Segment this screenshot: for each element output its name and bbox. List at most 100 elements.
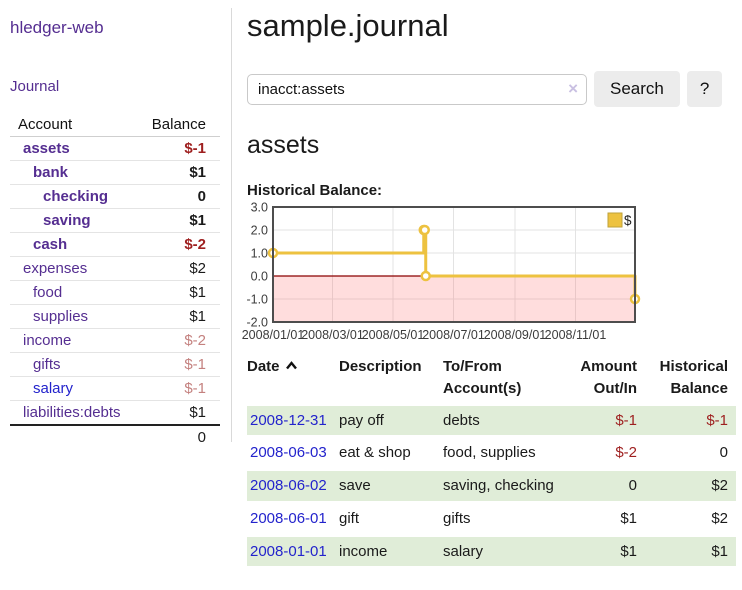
x-axis-tick-label: 2008/09/01: [484, 328, 547, 342]
chart-canvas[interactable]: $3.0 2.0 1.0 0.0 -1.0 -2.02008/01/012008/03/0…: [242, 201, 742, 347]
legend-swatch-icon: [607, 212, 623, 228]
search-button[interactable]: Search: [594, 71, 680, 107]
register-accounts-cell: salary: [443, 536, 563, 567]
account-balance: $-1: [139, 136, 220, 161]
transaction-date-link[interactable]: 2008-01-01: [250, 542, 327, 560]
account-balance: $1: [139, 400, 220, 426]
register-description-cell: save: [339, 471, 443, 501]
x-axis-tick-label: 2008/07/01: [422, 328, 485, 342]
account-balance: $-2: [139, 328, 220, 353]
register-amount-cell: $1: [563, 536, 645, 567]
sidebar: hledger-web Journal Account Balance asse…: [0, 8, 232, 449]
page-title: sample.journal: [247, 8, 449, 43]
transaction-date-link[interactable]: 2008-06-03: [250, 444, 327, 462]
y-axis-tick-label: 2.0: [251, 224, 268, 238]
register-date-cell: 2008-06-03: [247, 438, 339, 468]
register-header-line1: Amount: [580, 358, 637, 375]
sidebar-item-journal[interactable]: Journal: [10, 78, 60, 95]
account-balance: 0: [139, 184, 220, 209]
account-cell: saving: [10, 208, 140, 233]
account-cell: liabilities:debts: [10, 400, 140, 426]
account-cell: gifts: [10, 352, 140, 377]
account-row: income $-2: [10, 328, 220, 353]
transaction-date-link[interactable]: 2008-06-01: [250, 509, 327, 527]
register-amount-cell: $-2: [615, 444, 637, 462]
register-balance-cell: $1: [645, 536, 736, 567]
register-header-date[interactable]: Date: [247, 356, 339, 403]
account-row: food $1: [10, 280, 220, 305]
help-button[interactable]: ?: [686, 71, 723, 107]
x-axis-tick-label: 2008/11/01: [545, 328, 607, 342]
register-header-line1: Description: [339, 358, 422, 375]
account-cell: supplies: [10, 304, 140, 329]
account-balance: $1: [139, 280, 220, 305]
account-cell: assets: [10, 136, 140, 161]
historical-balance-chart[interactable]: $3.0 2.0 1.0 0.0 -1.0 -2.0 2008/01/01 2008/03/0…: [242, 201, 742, 347]
register-header-line2: Account(s): [443, 379, 522, 397]
accounts-total-value: 0: [139, 424, 220, 449]
account-link[interactable]: bank: [33, 164, 69, 181]
register-description-cell: gift: [339, 509, 360, 527]
register-table: Date Description To/From Account(s) Amount Ou…: [247, 353, 736, 569]
chart-title: Historical Balance:: [247, 182, 383, 199]
account-link[interactable]: food: [33, 284, 63, 301]
data-point-marker[interactable]: [420, 270, 431, 282]
register-date-cell: 2008-01-01: [247, 536, 339, 567]
account-heading: assets: [247, 131, 320, 159]
transaction-date-link[interactable]: 2008-06-02: [250, 477, 327, 494]
account-link[interactable]: expenses: [23, 260, 88, 277]
register-description-cell: pay off: [339, 405, 443, 436]
account-balance: $1: [139, 160, 220, 185]
y-axis-tick-label: -1.0: [246, 293, 268, 307]
x-axis-tick-label: 2008/01/01: [242, 328, 305, 342]
register-date-cell: 2008-12-31: [247, 405, 339, 436]
account-link[interactable]: liabilities:debts: [23, 404, 121, 421]
clear-search-icon[interactable]: ×: [568, 78, 578, 98]
app-title-link[interactable]: hledger-web: [10, 18, 104, 37]
account-cell: bank: [10, 160, 140, 185]
account-cell: expenses: [10, 256, 140, 281]
register-description-cell: income: [339, 536, 443, 567]
accounts-total-spacer: [10, 424, 140, 449]
negative-region-shading: [274, 276, 634, 321]
account-cell: checking: [10, 184, 140, 209]
account-row: salary $-1: [10, 376, 220, 401]
account-cell: salary: [10, 376, 140, 401]
register-header-line1: Historical: [659, 358, 728, 375]
account-cell: cash: [10, 232, 140, 257]
register-date-cell: 2008-06-01: [247, 504, 339, 534]
legend-label: $: [624, 213, 632, 228]
y-axis-tick-label: -2.0: [246, 316, 268, 330]
register-balance-cell: $2: [645, 471, 736, 501]
register-header-line2: Balance: [670, 379, 728, 397]
account-link[interactable]: assets: [23, 140, 70, 157]
account-link[interactable]: supplies: [33, 308, 89, 325]
register-header-historical: Historical Balance: [645, 356, 736, 403]
account-row: cash $-2: [10, 232, 220, 257]
search-input[interactable]: [247, 73, 587, 105]
account-row: expenses $2: [10, 256, 220, 281]
account-link[interactable]: checking: [43, 188, 109, 205]
account-link[interactable]: cash: [33, 236, 68, 253]
y-axis-tick-label: 3.0: [251, 201, 268, 215]
data-point-marker[interactable]: [419, 224, 430, 236]
register-balance-cell: 0: [719, 444, 728, 462]
register-header-amount: Amount Out/In: [563, 356, 645, 403]
account-link[interactable]: salary: [33, 380, 74, 397]
account-link[interactable]: income: [23, 332, 72, 349]
register-header-line2: Out/In: [593, 379, 637, 397]
x-axis-tick-label: 2008/03/01: [301, 328, 364, 342]
register-row: 2008-06-01 gift gifts $1 $2: [247, 504, 736, 534]
accounts-header-row: Account Balance: [10, 113, 220, 137]
register-description-cell: eat & shop: [339, 444, 411, 462]
account-link[interactable]: saving: [43, 212, 91, 229]
register-amount-cell: $1: [620, 509, 637, 527]
sort-asc-icon: [285, 361, 297, 370]
register-balance-cell: $2: [711, 509, 728, 527]
register-accounts-cell: debts: [443, 405, 563, 436]
account-balance: $-1: [139, 376, 220, 401]
register-accounts-cell: food, supplies: [443, 444, 536, 462]
account-balance: $-1: [139, 352, 220, 377]
account-link[interactable]: gifts: [33, 356, 61, 373]
transaction-date-link[interactable]: 2008-12-31: [250, 411, 327, 429]
